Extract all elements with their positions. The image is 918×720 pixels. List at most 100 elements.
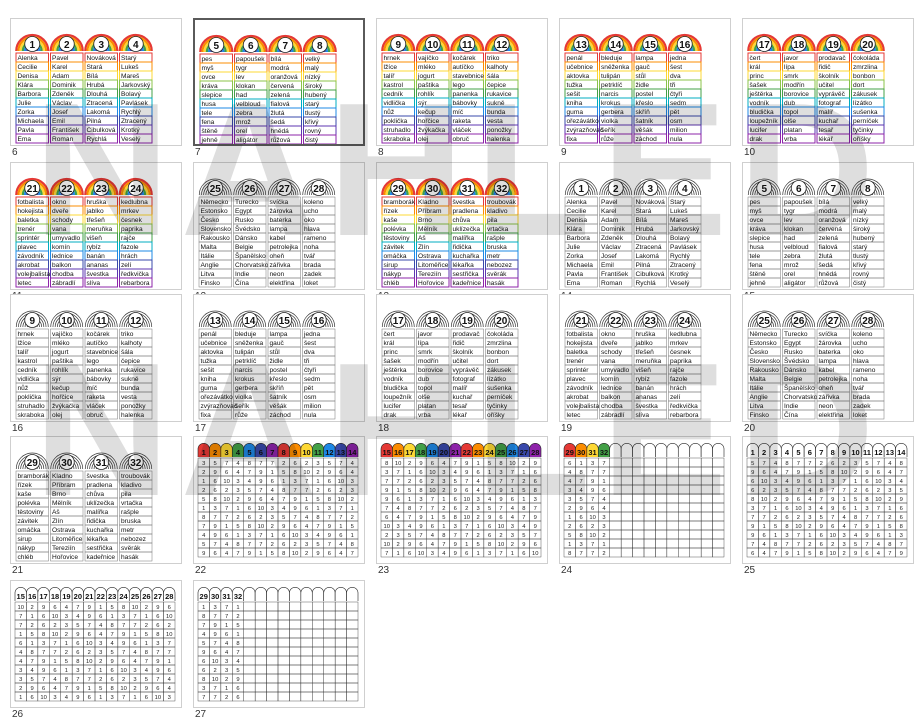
page-thumbnail[interactable]: 9 hrnek lžíce talíř kastrol cedník vidlička nůž… — [10, 294, 182, 434]
grid-cell-number: 4 — [236, 470, 240, 476]
grid-cell-number: 9 — [785, 497, 788, 503]
page-thumbnail[interactable]: 21 fotbalista hokejista baletka trenér sprint… — [559, 294, 731, 434]
grid-cell-number: 3 — [168, 695, 171, 701]
grid-cell-number: 7 — [282, 497, 285, 503]
page-thumbnail[interactable]: 1 Alenka Cecilie Denisa Klára Barbora Julie Zor… — [10, 18, 182, 158]
grid-cell-number: 9 — [76, 632, 79, 638]
page-thumbnail[interactable]: 15 16 17 18 19 20 21 22 23 24 25 26 27 28 10 2 9 6 4 7 9 1 5 8 1… — [10, 580, 182, 720]
grid-cell-number: 7 — [156, 650, 159, 656]
word-cell: sirup — [384, 262, 399, 269]
word-cell: polévka — [18, 500, 41, 507]
grid-cell-number: 4 — [133, 659, 137, 665]
grid-cell-number: 10 — [17, 605, 23, 611]
page-thumbnail[interactable]: 29 bramborák řízek kaše polévka těstoviny závi… — [376, 162, 548, 302]
grid-cell-number: 5 — [488, 461, 491, 467]
word-column-number: 27 — [279, 184, 291, 195]
grid-cell-number: 7 — [236, 551, 239, 557]
page-thumbnail[interactable]: 15 16 17 18 19 20 21 22 23 24 25 26 27 28 8 10 2 9 6 4 7 9 1 5 8… — [376, 436, 548, 576]
word-column-number: 10 — [61, 316, 73, 327]
page-thumbnail[interactable]: 29 bramborák řízek kaše polévka těstoviny závi… — [10, 436, 182, 576]
word-cell: hruška — [87, 199, 107, 206]
grid-cell-number: 3 — [214, 605, 217, 611]
grid-cell-number: 8 — [42, 632, 45, 638]
word-cell: svíčka — [270, 199, 289, 206]
word-cell: kráva — [750, 226, 766, 233]
page-thumbnail[interactable]: 13 penál učebnice aktovka tužka sešit kniha gum… — [193, 294, 365, 434]
grid-cell-number: 2 — [854, 488, 857, 494]
page-thumbnail[interactable]: 5 pes myš ovce kráva slepice husa tele fena štěně… — [193, 18, 365, 158]
grid-cell-number: 4 — [763, 542, 767, 548]
page-thumbnail[interactable]: 9 hrnek lžíce talíř kastrol cedník vidlička nůž… — [376, 18, 548, 158]
grid-cell-number: 2 — [145, 623, 148, 629]
page-thumbnail[interactable]: 1 2 3 4 5 6 7 8 9 10 11 12 13 14 5 7 4 8 7 7 2 6 2 3 5 7 4 8 9 6 4 7 9 1 5… — [742, 436, 914, 576]
page-thumbnail[interactable]: 25 Německo Estonsko Česko Slovensko Rakousko M… — [742, 294, 914, 434]
word-cell: Dlouhá — [636, 235, 657, 242]
page-thumbnail[interactable]: 25 Německo Estonsko Česko Slovensko Rakousko M… — [193, 162, 365, 302]
word-cell: Ztracená — [87, 100, 113, 107]
rainbow-icon — [381, 33, 416, 52]
grid-column-number: 11 — [314, 448, 322, 457]
grid-cell-number: 2 — [820, 461, 823, 467]
grid-cell-number: 10 — [829, 551, 835, 557]
grid-cell-number: 2 — [88, 650, 91, 656]
grid-cell-number: 10 — [875, 479, 881, 485]
page-number: 19 — [561, 423, 573, 434]
grid-cell-number: 10 — [429, 488, 435, 494]
page-thumbnail[interactable]: 1 2 3 4 5 6 7 8 9 10 11 12 13 14 3 5 7 4 8 7 7 2 6 2 3 5 7 4 2 9 6 4 7 9 1… — [193, 436, 365, 576]
word-cell: Finsko — [201, 280, 221, 287]
word-cell: prodavač — [819, 55, 847, 62]
page-thumbnail[interactable]: 29 30 31 32 6 1 3 7 4 8 7 7 4 7 9 1 3 4 9 6 3 5 7 4 2 9 6 4 1 6 10 3 2 6 2… — [559, 436, 731, 576]
grid-cell-number: 4 — [31, 668, 35, 674]
page-thumbnail[interactable]: 29 30 31 32 1 3 7 1 8 7 7 2 7 9 1 5 4 9 6 1 5 7 4 8 9 6 4 7 6 10 3 4 6 2 3… — [193, 580, 365, 720]
grid-cell-number: 6 — [808, 479, 811, 485]
grid-cell-number: 6 — [454, 506, 457, 512]
page-thumbnail[interactable]: 13 penál učebnice aktovka tužka sešit kniha gum… — [559, 18, 731, 158]
word-column-number: 3 — [98, 40, 104, 51]
word-cell: topol — [784, 109, 799, 116]
word-cell: věšák — [270, 403, 288, 410]
page-thumbnail[interactable]: 1 Alenka Cecilie Denisa Klára Barbora Julie Zor… — [559, 162, 731, 302]
word-cell: lžíce — [384, 64, 398, 71]
page-thumbnail[interactable]: 5 pes myš ovce kráva slepice husa tele fena štěně… — [742, 162, 914, 302]
grid-cell-number: 7 — [763, 506, 766, 512]
grid-cell-number: 6 — [214, 650, 217, 656]
grid-cell-number: 1 — [316, 479, 319, 485]
word-cell: malý — [853, 208, 868, 215]
grid-column-number: 6 — [259, 448, 263, 457]
grid-cell-number: 7 — [591, 551, 594, 557]
word-cell: papoušek — [236, 56, 265, 63]
word-cell: šašek — [750, 82, 768, 89]
word-cell: jedna — [303, 331, 320, 338]
word-cell: pradlena — [453, 208, 479, 215]
grid-column-number: 21 — [85, 592, 93, 601]
word-column-number: 30 — [61, 458, 73, 469]
word-cell: troubovák — [487, 199, 517, 206]
word-cell: gauč — [270, 340, 285, 347]
grid-cell-number: 7 — [259, 488, 262, 494]
page-thumbnail[interactable]: 17 čert král princ šašek ještěrka vodník bludič… — [376, 294, 548, 434]
word-cell: Švédsko — [784, 356, 810, 365]
grid-cell-number: 6 — [53, 605, 56, 611]
word-cell: Adam — [601, 217, 619, 224]
grid-column-number: 15 — [383, 448, 391, 457]
grid-cell-number: 10 — [155, 695, 161, 701]
grid-cell-number: 5 — [282, 470, 285, 476]
word-cell: šedá — [819, 262, 834, 269]
grid-cell-number: 6 — [534, 542, 537, 548]
grid-cell-number: 3 — [488, 551, 491, 557]
grid-cell-number: 7 — [865, 515, 868, 521]
grid-cell-number: 7 — [225, 605, 228, 611]
word-cell: bludička — [750, 109, 775, 116]
page-thumbnail[interactable]: 17 čert král princ šašek ještěrka vodník bludič… — [742, 18, 914, 158]
grid-cell-number: 7 — [602, 470, 605, 476]
grid-cell-number: 2 — [854, 470, 857, 476]
grid-cell-number: 7 — [111, 632, 114, 638]
page-preview: 29 30 31 32 1 3 7 1 8 7 7 2 7 9 1 5 4 9 6 1 5 7 4 8 9 6 4 7 6 10 3 4 6 2 3… — [193, 580, 365, 708]
grid-cell-number: 9 — [591, 488, 594, 494]
grid-cell-number: 2 — [397, 542, 400, 548]
word-cell: Roman — [52, 136, 74, 143]
word-cell: modrá — [271, 65, 290, 72]
page-thumbnail[interactable]: 21 fotbalista hokejista baletka trenér sprint… — [10, 162, 182, 302]
grid-column-number: 4 — [236, 448, 241, 457]
word-cell: vodník — [384, 376, 404, 383]
